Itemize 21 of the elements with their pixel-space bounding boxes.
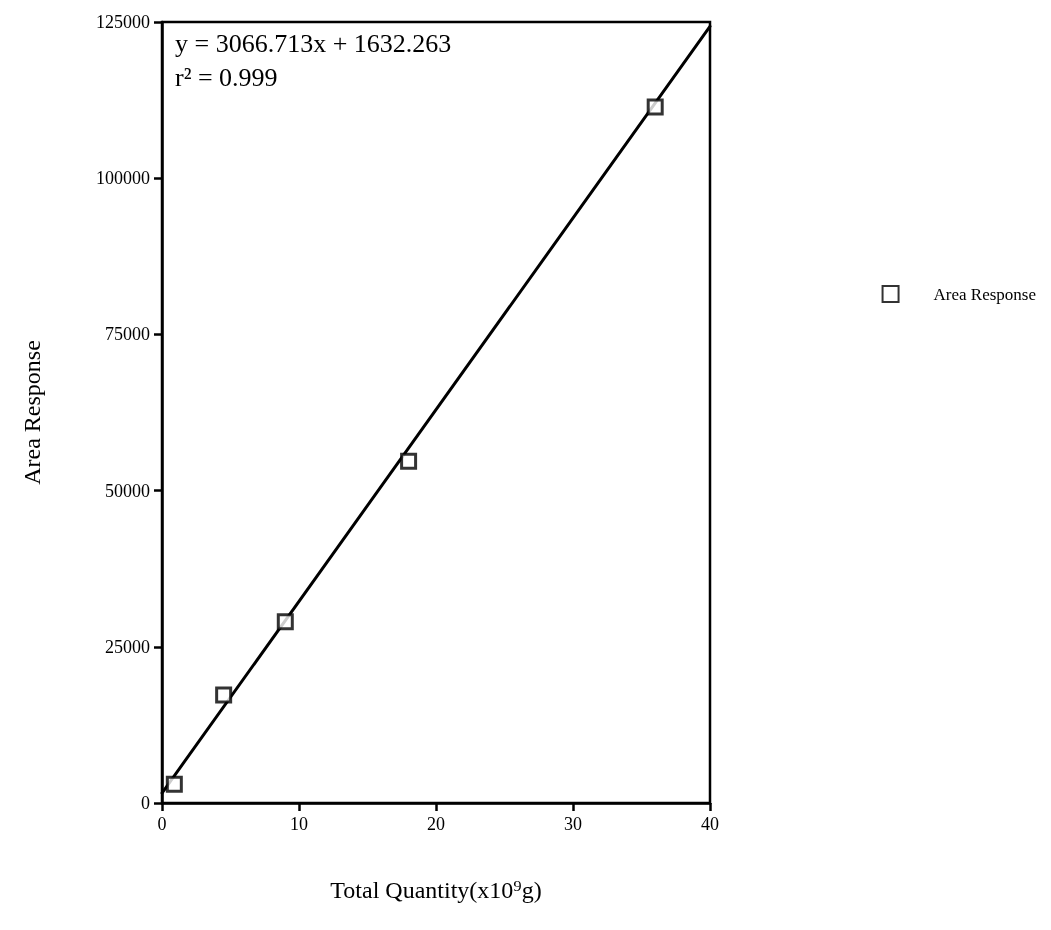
x-tick-label: 0 bbox=[157, 814, 167, 834]
point bbox=[646, 98, 664, 116]
x-tick-label: 30 bbox=[564, 814, 582, 834]
legend-label: Area Response bbox=[933, 284, 1037, 304]
x-axis-title: Total Quantity(x10⁹g) bbox=[330, 877, 542, 903]
x-tick-label: 40 bbox=[701, 814, 719, 834]
x-tick-label: 10 bbox=[290, 814, 308, 834]
y-tick-label: 125000 bbox=[96, 12, 150, 32]
point bbox=[165, 775, 183, 793]
y-tick-label: 75000 bbox=[105, 324, 150, 345]
y-tick-label: 25000 bbox=[105, 636, 150, 657]
point bbox=[215, 686, 233, 704]
x-tick-label: 20 bbox=[427, 814, 445, 834]
y-tick-label: 100000 bbox=[96, 168, 150, 189]
point bbox=[400, 452, 418, 470]
point bbox=[276, 613, 294, 631]
annotation: r² = 0.999 bbox=[175, 62, 278, 92]
y-tick-label: 0 bbox=[141, 793, 150, 813]
y-axis-title: Area Response bbox=[19, 340, 45, 485]
annotation: y = 3066.713x + 1632.263 bbox=[175, 28, 452, 58]
y-tick-label: 50000 bbox=[105, 480, 150, 501]
